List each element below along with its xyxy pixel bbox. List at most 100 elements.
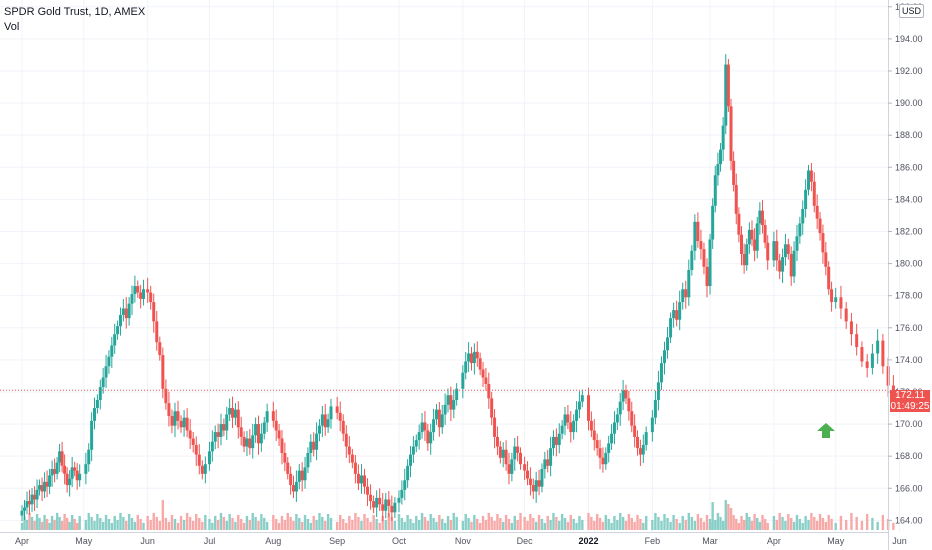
currency-button[interactable]: USD — [899, 4, 925, 18]
volume-legend[interactable]: Vol — [4, 21, 20, 33]
volume-bar — [778, 512, 781, 530]
candle-body — [763, 225, 767, 243]
volume-bar — [429, 513, 432, 530]
candle-body — [495, 436, 499, 447]
candle-body — [265, 411, 269, 423]
candle-body — [750, 229, 754, 240]
volume-bar — [167, 521, 171, 530]
volume-bar — [481, 515, 485, 530]
candle-body — [747, 229, 751, 245]
candle-body — [317, 425, 321, 434]
candle-body — [363, 475, 367, 487]
candle-body — [504, 449, 508, 465]
price-axis[interactable]: 164.00166.00168.00170.00172.00174.00176.… — [888, 0, 923, 550]
volume-bar — [598, 517, 602, 530]
candle-body — [737, 213, 741, 235]
volume-bar — [621, 516, 625, 530]
candle-body — [207, 451, 211, 465]
volume-bar — [839, 515, 843, 530]
volume-bar — [245, 515, 249, 530]
volume-bar — [149, 519, 152, 530]
volume-bar — [750, 520, 754, 530]
volume-bar — [326, 513, 330, 530]
candle-body — [543, 459, 547, 470]
candle-body — [865, 361, 869, 368]
volume-bar — [563, 517, 567, 530]
volume-bar — [830, 518, 833, 530]
candle-body — [58, 451, 62, 463]
price-tick-label: 166.00 — [895, 483, 923, 493]
volume-bar — [155, 516, 158, 530]
volume-bar — [73, 518, 76, 530]
volume-bar — [581, 519, 584, 530]
volume-bar — [449, 519, 453, 530]
price-tick-label: 180.00 — [895, 259, 923, 269]
candle-body — [350, 454, 354, 463]
green-up-arrow-icon — [817, 423, 835, 438]
candle-body — [152, 302, 156, 322]
volume-bar — [711, 502, 714, 530]
volume-bar — [575, 522, 578, 530]
symbol-title[interactable]: SPDR Gold Trust, 1D, AMEX — [4, 6, 146, 18]
volume-bar — [516, 519, 519, 530]
volume-bar — [423, 516, 427, 530]
volume-bar — [38, 517, 41, 530]
candle-body — [528, 478, 532, 486]
candle-body — [136, 286, 140, 293]
candle-body — [176, 411, 180, 421]
candle-body — [589, 420, 593, 431]
candle-body — [708, 260, 712, 287]
candle-body — [101, 377, 105, 388]
candle-body — [213, 432, 217, 442]
volume-bar — [763, 518, 767, 530]
candle-body — [63, 465, 67, 474]
volume-bar — [441, 518, 444, 530]
time-axis[interactable]: Apr May Jun Jul Aug Sep Oct Nov Dec 2022 Feb Mar Apr… — [0, 532, 907, 547]
candle-body — [615, 414, 619, 423]
time-tick-label: Aug — [265, 536, 281, 546]
volume-bar — [807, 519, 810, 530]
candle-body — [621, 390, 625, 402]
volume-bar — [745, 512, 748, 530]
volume-bar — [660, 520, 663, 530]
candle-body — [440, 414, 444, 428]
volume-bar — [630, 517, 633, 530]
volume-bar — [792, 521, 796, 530]
candle-body — [173, 411, 177, 426]
volume-bar — [737, 522, 741, 530]
candle-body — [672, 310, 676, 319]
price-tick-label: 182.00 — [895, 226, 923, 236]
candle-body — [711, 205, 715, 240]
volume-bar — [613, 515, 616, 530]
candle-body — [283, 452, 287, 463]
volume-bar — [742, 519, 746, 530]
volume-bar — [417, 519, 421, 530]
candle-body — [775, 241, 779, 261]
candle-body — [341, 420, 345, 434]
candle-body — [551, 436, 555, 449]
candle-body — [194, 444, 198, 455]
candle-body — [484, 377, 488, 384]
volume-bar — [470, 521, 473, 530]
time-tick-label: May — [75, 536, 93, 546]
volume-bar — [644, 515, 648, 530]
volume-bar — [699, 517, 703, 530]
volume-bar — [684, 519, 687, 530]
volume-bar — [70, 514, 74, 530]
candlesticks — [20, 54, 895, 522]
candle-body — [320, 414, 324, 426]
volume-bar — [50, 515, 54, 530]
volume-bar — [455, 516, 458, 530]
candle-body — [690, 250, 694, 270]
price-tick-label: 188.00 — [895, 130, 923, 140]
candle-body — [669, 318, 673, 338]
candle-body — [818, 218, 822, 234]
volume-bar — [204, 514, 207, 530]
candle-body — [849, 321, 853, 335]
time-tick-label: 2022 — [578, 536, 598, 546]
volume-bar — [231, 517, 234, 530]
volume-bar — [283, 519, 287, 530]
time-tick-label: Feb — [645, 536, 661, 546]
volume-bar — [871, 517, 874, 530]
